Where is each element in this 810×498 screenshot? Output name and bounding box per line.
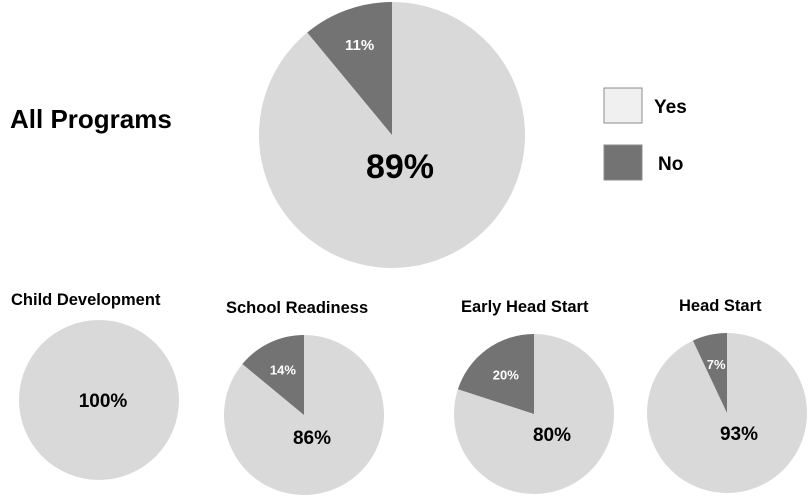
legend-label-no: No xyxy=(658,154,683,175)
data-label-yes: 93% xyxy=(720,424,758,445)
legend-swatch-no xyxy=(603,144,643,181)
pie-chart-early-head-start: Early Head Start 80% 20% xyxy=(454,298,615,494)
chart-title: Head Start xyxy=(679,297,762,315)
data-label-no: 20% xyxy=(493,368,519,383)
chart-title: All Programs xyxy=(10,104,172,134)
pie-chart-child-development: Child Development 100% xyxy=(11,291,179,480)
pie-slice-no xyxy=(307,1,392,135)
pie-slice-yes xyxy=(454,334,615,494)
pie-slice-yes xyxy=(224,334,385,495)
legend: Yes No xyxy=(603,87,687,181)
pie-slice-no xyxy=(692,333,727,413)
chart-title: School Readiness xyxy=(226,299,368,317)
pie-slice-yes xyxy=(19,320,179,480)
legend-label-yes: Yes xyxy=(654,97,687,118)
data-label-yes: 86% xyxy=(293,428,331,449)
data-label-yes: 80% xyxy=(533,425,571,446)
pie-slice-no xyxy=(457,334,534,414)
pie-chart-all-programs: All Programs 89% 11% xyxy=(10,1,525,268)
legend-swatch-yes xyxy=(603,87,643,124)
pie-chart-school-readiness: School Readiness 86% 14% xyxy=(224,299,385,495)
pie-slice-yes xyxy=(646,333,807,493)
data-label-yes: 100% xyxy=(79,391,128,412)
data-label-no: 11% xyxy=(345,37,374,54)
data-label-no: 7% xyxy=(707,357,726,372)
pie-slice-yes xyxy=(258,2,525,268)
chart-title: Early Head Start xyxy=(461,298,589,316)
data-label-no: 14% xyxy=(270,363,296,378)
pie-slice-no xyxy=(242,335,304,415)
data-label-yes: 89% xyxy=(366,148,434,186)
chart-title: Child Development xyxy=(11,291,161,309)
pie-chart-head-start: Head Start 93% 7% xyxy=(646,297,807,493)
